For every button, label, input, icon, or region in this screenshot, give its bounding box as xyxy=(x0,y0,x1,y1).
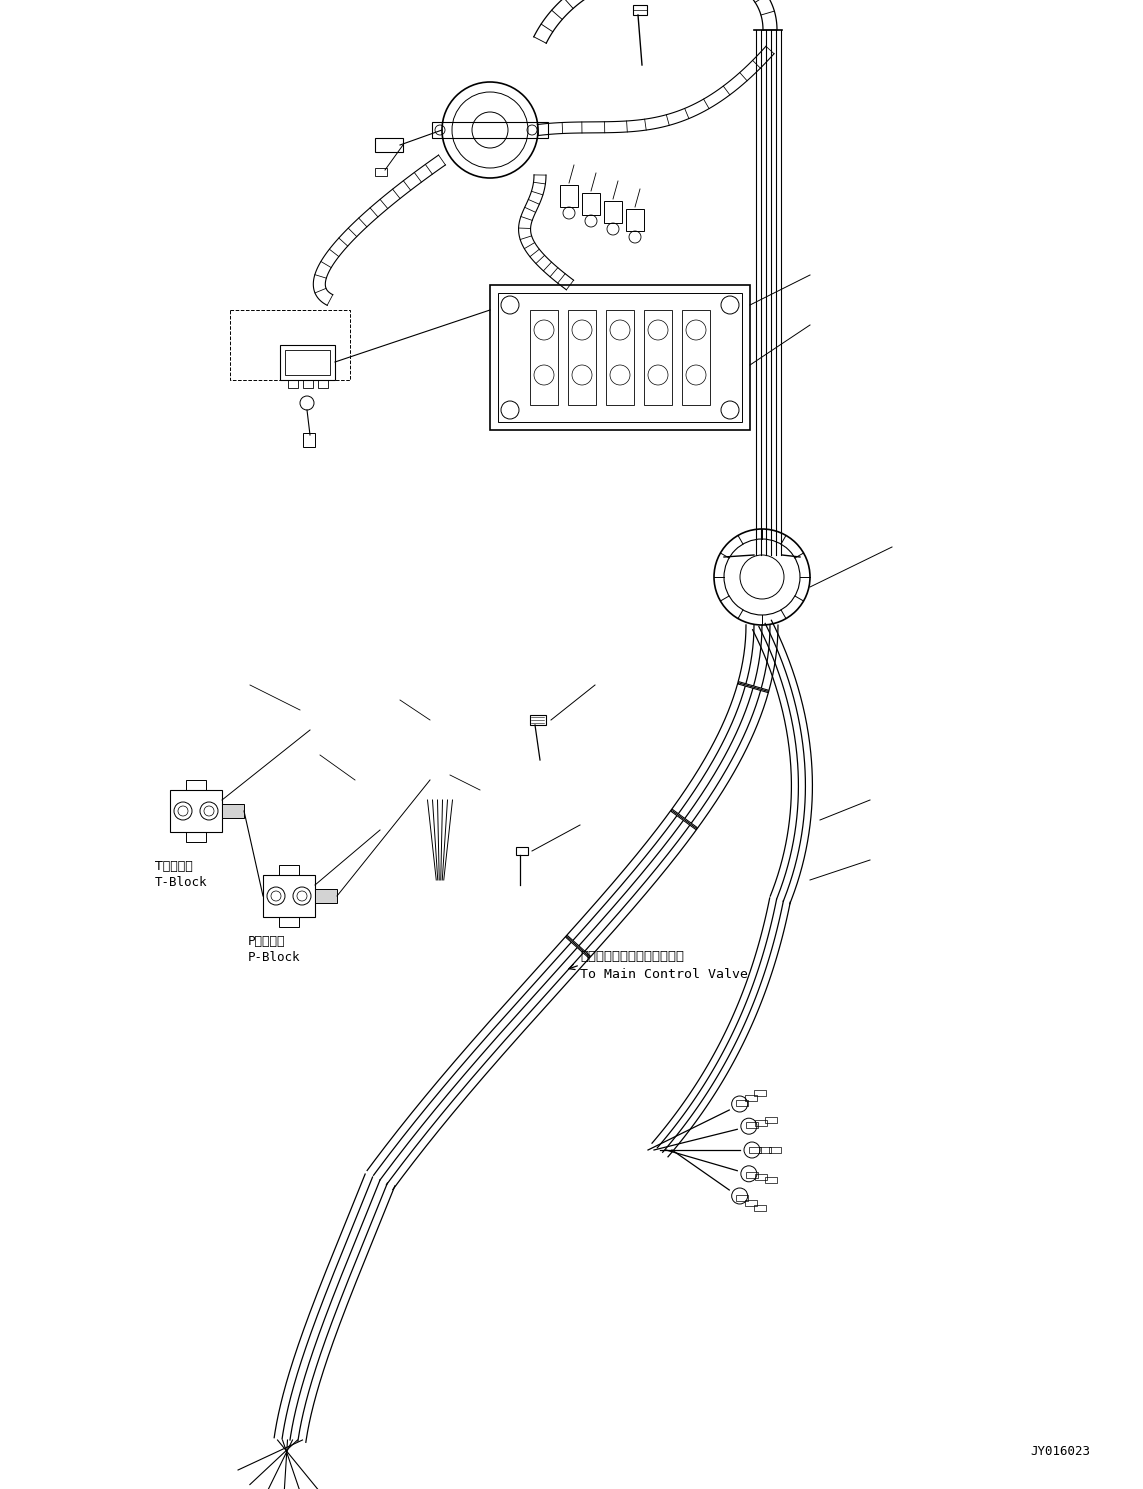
Bar xyxy=(756,1120,767,1126)
Text: メインコントロールバルブへ: メインコントロールバルブへ xyxy=(580,950,684,963)
Bar xyxy=(633,4,647,15)
Bar xyxy=(432,122,547,138)
Bar xyxy=(263,876,315,917)
Bar xyxy=(745,1094,757,1100)
Bar xyxy=(280,345,335,380)
Bar xyxy=(375,168,387,176)
Bar xyxy=(568,310,596,405)
Bar xyxy=(765,1176,777,1182)
Bar xyxy=(745,1172,758,1178)
Bar xyxy=(644,310,672,405)
Bar xyxy=(765,1117,777,1123)
Text: JY016023: JY016023 xyxy=(1030,1444,1090,1458)
Circle shape xyxy=(732,1188,748,1205)
Bar xyxy=(515,847,528,855)
Bar xyxy=(753,1205,766,1211)
Bar xyxy=(736,1099,749,1105)
Text: T-Block: T-Block xyxy=(155,876,208,889)
Text: P-Block: P-Block xyxy=(248,951,301,963)
Bar xyxy=(288,380,298,389)
Text: To Main Control Valve: To Main Control Valve xyxy=(580,968,748,981)
Circle shape xyxy=(732,1096,748,1112)
Text: Pブロック: Pブロック xyxy=(248,935,286,948)
Bar xyxy=(753,1090,766,1096)
Bar xyxy=(560,185,578,207)
Bar xyxy=(303,380,313,389)
Bar xyxy=(745,1200,757,1206)
Bar xyxy=(604,201,622,223)
Circle shape xyxy=(714,529,810,625)
Bar xyxy=(279,865,299,876)
Bar xyxy=(186,780,206,791)
Bar xyxy=(303,433,315,447)
Bar xyxy=(186,832,206,841)
Bar xyxy=(285,350,330,375)
Bar xyxy=(230,310,350,380)
Bar xyxy=(745,1123,758,1129)
Bar xyxy=(759,1147,772,1152)
Bar xyxy=(769,1147,781,1152)
Bar xyxy=(498,293,742,421)
Bar xyxy=(626,208,644,231)
Bar xyxy=(170,791,222,832)
Bar xyxy=(682,310,710,405)
Bar xyxy=(490,284,750,430)
Bar xyxy=(756,1175,767,1181)
Bar xyxy=(530,715,546,725)
Bar xyxy=(582,194,600,214)
Text: Tブロック: Tブロック xyxy=(155,861,193,873)
Bar xyxy=(736,1194,749,1200)
Bar xyxy=(530,310,558,405)
Circle shape xyxy=(741,1118,757,1135)
Bar xyxy=(315,889,337,902)
Bar xyxy=(606,310,634,405)
Circle shape xyxy=(744,1142,760,1158)
Bar xyxy=(222,804,243,817)
Bar xyxy=(749,1147,761,1152)
Bar xyxy=(375,138,403,152)
Circle shape xyxy=(741,1166,757,1182)
Bar xyxy=(318,380,328,389)
Bar xyxy=(279,917,299,928)
